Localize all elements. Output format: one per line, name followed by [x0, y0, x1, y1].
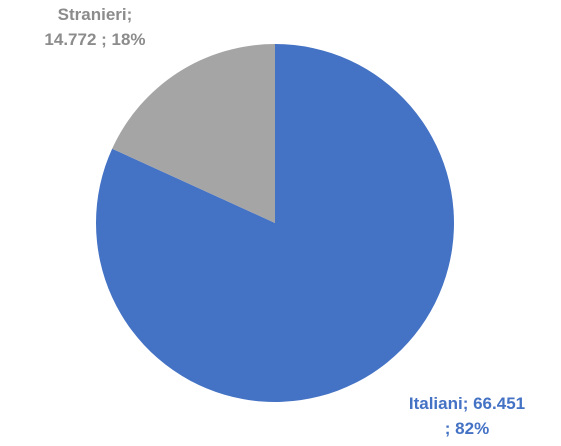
data-label-italiani: Italiani; 66.451 ; 82% [382, 391, 552, 441]
data-label-italiani-line1: Italiani; 66.451 [408, 394, 526, 413]
pie-slices [95, 43, 454, 402]
data-label-italiani-line2: ; 82% [444, 419, 490, 438]
data-label-stranieri-line2: 14.772 ; 18% [44, 30, 146, 49]
data-label-stranieri-line1: Stranieri; [57, 5, 133, 24]
pie-slice-italiani [95, 44, 454, 402]
pie-slice-stranieri [112, 43, 276, 224]
data-label-stranieri: Stranieri; 14.772 ; 18% [20, 2, 170, 52]
